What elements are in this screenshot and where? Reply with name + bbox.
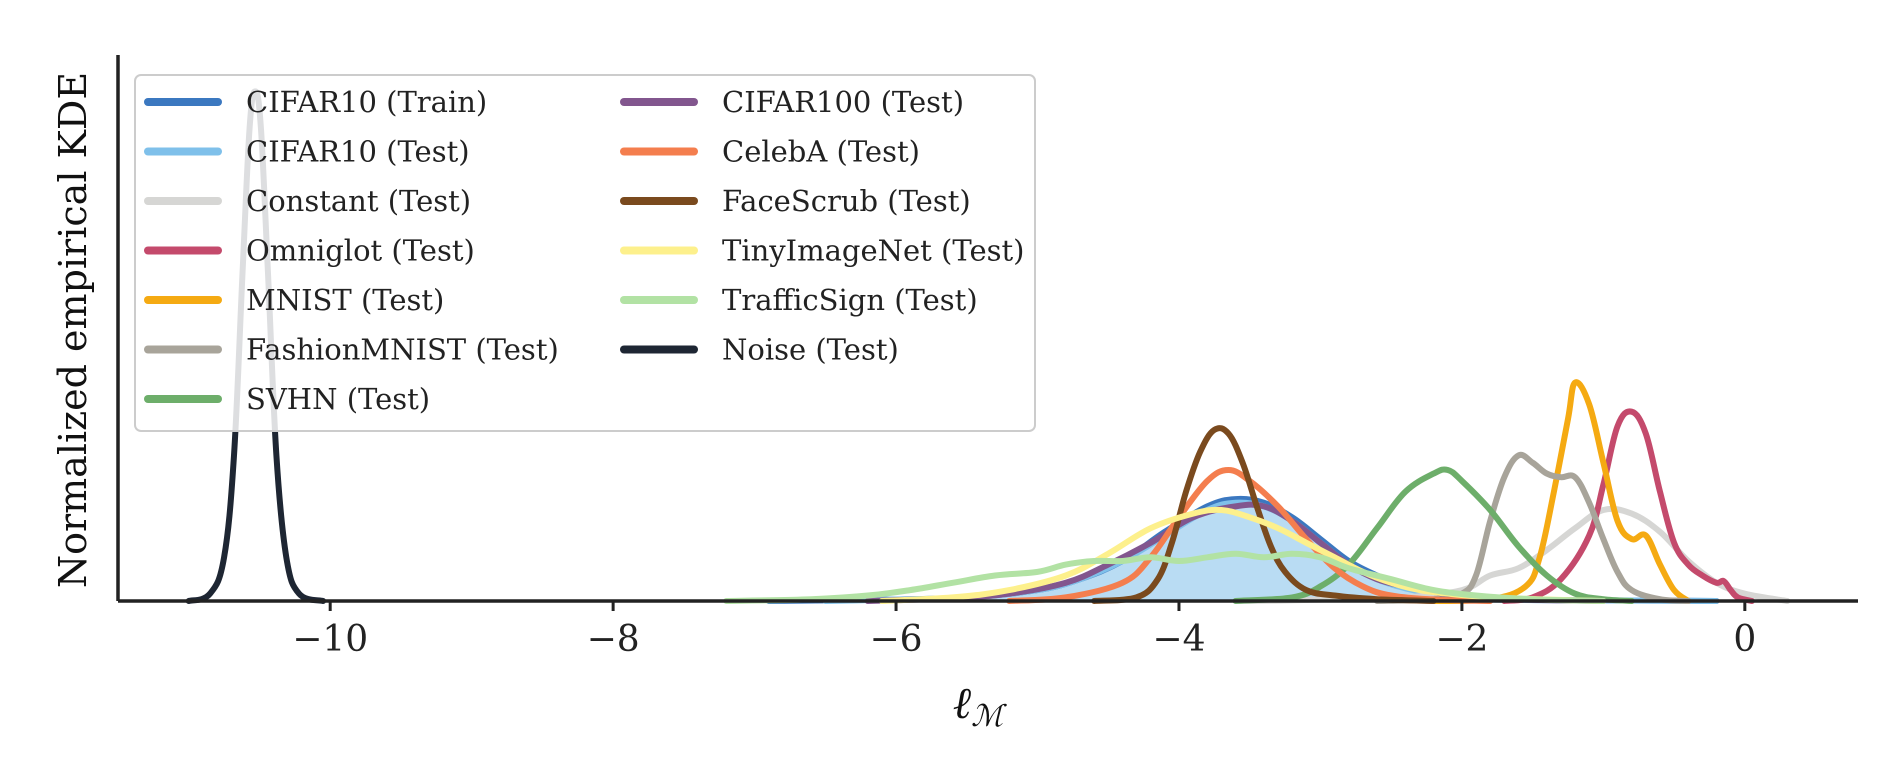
x-tick-label: −2: [1435, 619, 1488, 660]
legend-label-trafficsign-test: TrafficSign (Test): [722, 283, 978, 317]
legend-box: [134, 74, 1036, 432]
series-line-facescrub-test: [1091, 425, 1437, 604]
legend-label-celeba-test: CelebA (Test): [722, 135, 920, 169]
legend-label-omniglot-test: Omniglot (Test): [246, 234, 475, 268]
x-axis-title: ℓℳ: [953, 678, 1007, 734]
x-tick-label: 0: [1733, 619, 1756, 660]
x-tick-label: −8: [587, 619, 640, 660]
legend-label-svhn-test: SVHN (Test): [246, 382, 430, 416]
x-axis-ticks: −10 −8 −6 −4 −2 0: [292, 601, 1756, 660]
legend: CIFAR10 (Train) CIFAR10 (Test) Constant (T…: [134, 74, 1036, 432]
legend-label-tinyimagenet-test: TinyImageNet (Test): [722, 234, 1024, 268]
series-line-omniglot-test: [1501, 408, 1755, 604]
x-tick-label: −10: [292, 619, 368, 660]
series-line-mnist-test: [1430, 379, 1692, 604]
series-line-fashionmnist-test: [1374, 451, 1692, 604]
legend-label-cifar100-test: CIFAR100 (Test): [722, 85, 964, 119]
legend-label-fashionmnist-test: FashionMNIST (Test): [246, 333, 559, 367]
legend-label-cifar10-train: CIFAR10 (Train): [246, 85, 487, 119]
legend-label-cifar10-test: CIFAR10 (Test): [246, 135, 470, 169]
x-tick-label: −4: [1152, 619, 1205, 660]
y-axis-title: Normalized empirical KDE: [51, 72, 95, 588]
x-tick-label: −6: [870, 619, 923, 660]
legend-label-facescrub-test: FaceScrub (Test): [722, 184, 971, 218]
series-line-svhn-test: [1232, 466, 1635, 604]
legend-label-noise-test: Noise (Test): [722, 333, 899, 367]
legend-label-constant-test: Constant (Test): [246, 184, 471, 218]
legend-label-mnist-test: MNIST (Test): [246, 283, 444, 317]
series-line-trafficsign-test: [723, 550, 1607, 604]
